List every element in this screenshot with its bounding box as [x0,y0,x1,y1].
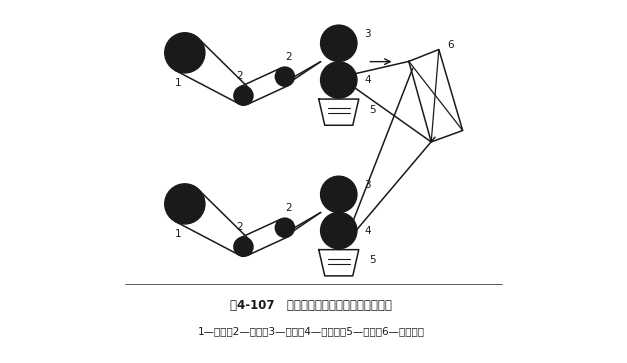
Text: 3: 3 [364,29,371,39]
Circle shape [320,62,357,98]
Circle shape [320,176,357,212]
Text: 1: 1 [174,78,181,88]
Text: 3: 3 [364,180,371,190]
Circle shape [275,67,295,86]
Text: 5: 5 [369,105,376,115]
Text: 2: 2 [236,222,243,232]
Circle shape [234,86,253,105]
Circle shape [165,33,205,73]
Text: 5: 5 [369,255,376,265]
Circle shape [320,212,357,249]
Circle shape [165,184,205,224]
Text: 2: 2 [285,203,292,213]
Text: 1: 1 [174,229,181,240]
Circle shape [275,218,295,237]
Text: 图4-107   双槽辊式蜂窝芯制造机工作原理图: 图4-107 双槽辊式蜂窝芯制造机工作原理图 [230,299,392,312]
Text: 6: 6 [448,40,454,50]
Text: 2: 2 [285,52,292,62]
Text: 2: 2 [236,71,243,81]
Text: 1—布辊；2—滑辊；3—压辊；4—印胶辊；5—胶槽，6—收布筒。: 1—布辊；2—滑辊；3—压辊；4—印胶辊；5—胶槽，6—收布筒。 [198,327,424,337]
Text: 4: 4 [364,225,371,236]
Text: 4: 4 [364,75,371,85]
Circle shape [320,25,357,61]
Circle shape [234,237,253,256]
